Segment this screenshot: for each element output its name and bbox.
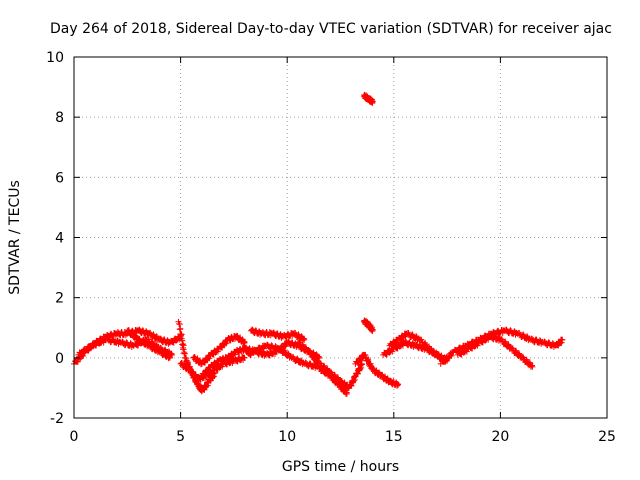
- data-point-fill: [178, 332, 185, 339]
- x-axis-label: GPS time / hours: [282, 459, 399, 475]
- data-point: [301, 336, 308, 343]
- data-point-fill: [507, 327, 514, 334]
- data-point-fill: [545, 339, 552, 346]
- x-tick-label: 0: [70, 429, 79, 445]
- data-point: [241, 339, 248, 346]
- data-point-fill: [520, 331, 527, 338]
- y-tick-label: 8: [55, 110, 64, 126]
- x-tick-label: 5: [176, 429, 185, 445]
- y-tick-label: 0: [55, 351, 64, 367]
- x-tick-label: 20: [491, 429, 509, 445]
- data-point-fill: [442, 358, 449, 365]
- data-point-fill: [168, 350, 175, 357]
- y-tick-label: 4: [55, 231, 64, 247]
- x-tick-label: 15: [385, 429, 403, 445]
- data-point-fill: [176, 321, 183, 328]
- data-point-fill: [364, 357, 371, 364]
- y-tick-label: 6: [55, 170, 64, 186]
- chart-title: Day 264 of 2018, Sidereal Day-to-day VTE…: [50, 21, 612, 37]
- y-tick-label: 2: [55, 291, 64, 307]
- data-point: [241, 354, 248, 361]
- data-point: [369, 99, 376, 106]
- data-point-fill: [448, 352, 455, 359]
- data-point: [529, 363, 536, 370]
- axis-ticks: 0 5 10 15 20 25 -2 0 2 4 6 8 10: [46, 50, 616, 445]
- data-point-fill: [180, 346, 187, 353]
- data-point-fill: [123, 339, 130, 346]
- data-point-fill: [149, 338, 156, 345]
- data-point-fill: [109, 336, 116, 343]
- data-point-fill: [268, 342, 275, 349]
- data-point-fill: [307, 360, 314, 367]
- x-tick-label: 10: [278, 429, 296, 445]
- data-point-fill: [179, 344, 186, 351]
- data-point: [369, 327, 376, 334]
- y-tick-label: 10: [46, 50, 64, 66]
- data-point-fill: [356, 365, 363, 372]
- data-point-fill: [86, 346, 93, 353]
- data-points: [71, 91, 566, 397]
- data-point-fill: [83, 347, 90, 354]
- data-point-fill: [176, 326, 183, 333]
- data-point: [437, 354, 444, 361]
- data-point-fill: [294, 355, 301, 362]
- data-point-fill: [533, 336, 540, 343]
- data-point: [166, 354, 173, 361]
- data-point: [358, 360, 365, 367]
- data-point-fill: [177, 325, 184, 332]
- y-tick-label: -2: [50, 411, 64, 427]
- data-point: [343, 390, 350, 397]
- data-point-fill: [350, 377, 357, 384]
- x-tick-label: 25: [598, 429, 616, 445]
- data-point: [395, 381, 402, 388]
- data-point: [559, 336, 566, 343]
- data-point-fill: [446, 354, 453, 361]
- data-point-fill: [281, 347, 288, 354]
- y-axis-label: SDTVAR / TECUs: [7, 180, 23, 295]
- data-point-fill: [409, 331, 416, 338]
